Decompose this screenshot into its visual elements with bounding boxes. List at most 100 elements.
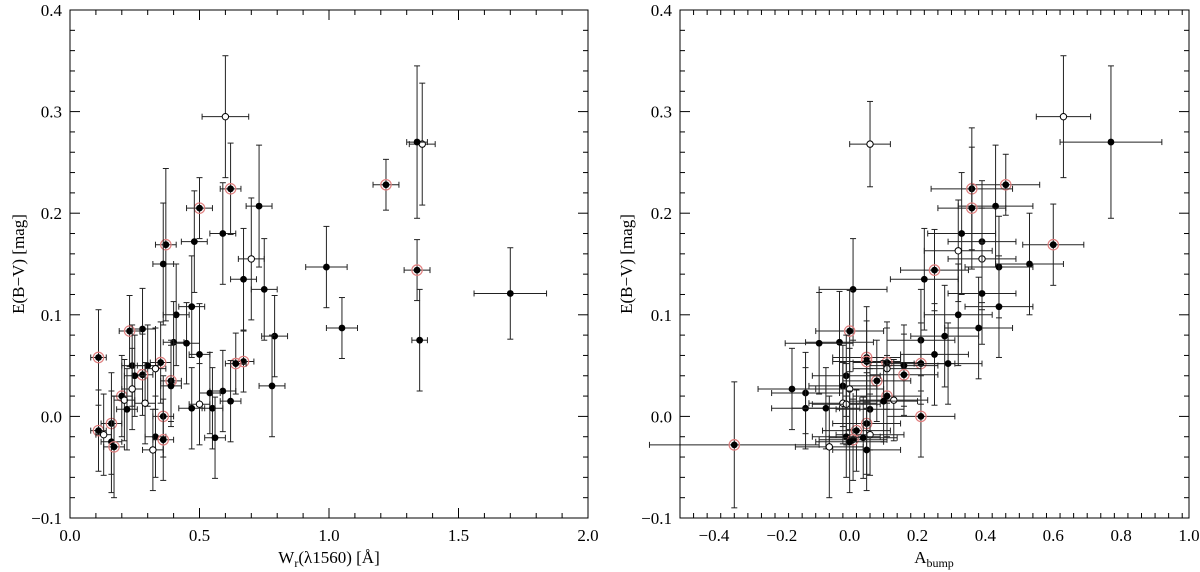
filled-marker [188, 404, 196, 412]
filled-marker [1002, 181, 1010, 189]
filled-marker [1107, 138, 1115, 146]
highlight-ring [728, 439, 741, 451]
data-point [757, 347, 827, 431]
right-y-axis-label: E(B−V) [mag] [617, 214, 636, 314]
open-marker [195, 400, 204, 408]
y-tick-label: 0.3 [41, 103, 62, 122]
data-point [473, 247, 548, 340]
filled-marker [900, 371, 908, 379]
y-tick-label: 0.4 [651, 1, 673, 20]
filled-marker [219, 387, 227, 395]
filled-marker [167, 382, 175, 390]
data-point [209, 349, 237, 433]
x-tick-label: 0.0 [839, 526, 860, 545]
filled-marker [873, 377, 881, 385]
open-marker [247, 255, 256, 263]
x-tick-label: 2.0 [577, 526, 598, 545]
filled-marker [846, 438, 854, 446]
filled-marker [206, 389, 214, 397]
data-point [325, 297, 358, 359]
data-point [209, 182, 237, 285]
filled-marker [931, 266, 938, 274]
data-point [152, 398, 175, 481]
filled-marker [788, 385, 796, 393]
left-scatter-panel: 0.0 0.5 1.0 1.5 2.0−0.10.00.10.20.30.4 Wr(λ1… [9, 1, 599, 570]
x-tick-label: −0.2 [766, 526, 797, 545]
data-point [818, 238, 888, 341]
highlight-ring [123, 325, 136, 337]
filled-marker [227, 397, 234, 405]
filled-marker [159, 260, 167, 268]
data-point [1022, 203, 1085, 286]
filled-marker [944, 360, 952, 367]
open-marker [1059, 112, 1068, 121]
data-point [927, 172, 997, 295]
x-tick-label: 0.6 [1043, 526, 1064, 545]
x-tick-label: 0.5 [189, 526, 210, 545]
data-point [258, 334, 286, 438]
data-point [201, 367, 224, 450]
highlight-ring [1047, 238, 1060, 251]
y-tick-label: −0.1 [641, 509, 672, 528]
highlight-ring [224, 183, 237, 195]
data-point [142, 408, 164, 492]
data-point [648, 381, 820, 509]
data-point [1059, 65, 1163, 219]
filled-marker [995, 303, 1003, 311]
data-point [937, 146, 1007, 270]
filled-marker [110, 443, 118, 451]
filled-marker [95, 354, 102, 361]
highlight-ring [999, 178, 1012, 191]
filled-marker [126, 327, 133, 335]
filled-marker [836, 338, 843, 346]
data-point [305, 225, 348, 309]
highlight-ring [157, 433, 170, 446]
y-tick-label: 0.4 [41, 1, 63, 20]
data-point [859, 359, 929, 442]
x-tick-label: 1.0 [1178, 526, 1199, 545]
filled-marker [144, 362, 152, 369]
left-axis-ticks [69, 9, 589, 519]
filled-marker [730, 441, 738, 449]
data-point [964, 255, 1034, 358]
data-point [849, 100, 891, 188]
data-point [121, 347, 144, 431]
data-point [849, 360, 919, 443]
open-marker [141, 399, 149, 407]
open-marker [151, 364, 160, 373]
y-tick-label: −0.1 [31, 509, 62, 528]
data-point [805, 290, 874, 394]
filled-marker [209, 404, 216, 412]
filled-marker [506, 290, 514, 297]
filled-marker [975, 324, 983, 332]
filled-marker [968, 204, 976, 212]
filled-marker [183, 339, 190, 347]
data-point [811, 395, 881, 478]
filled-marker [413, 138, 421, 146]
open-marker [890, 396, 898, 404]
data-point [186, 177, 213, 240]
data-point [261, 294, 289, 378]
filled-marker [95, 427, 102, 435]
filled-marker [815, 339, 823, 347]
data-point [832, 408, 902, 492]
filled-marker [338, 324, 346, 332]
data-point [408, 82, 436, 206]
highlight-ring [966, 202, 978, 214]
y-tick-label: 0.2 [651, 204, 672, 223]
filled-marker [157, 359, 165, 366]
data-point [219, 360, 242, 443]
highlight-ring [915, 410, 927, 423]
highlight-ring [380, 178, 392, 191]
data-point [944, 276, 1014, 380]
data-point [411, 288, 428, 392]
x-tick-label: 0.0 [59, 526, 80, 545]
data-point [791, 367, 861, 450]
data-point [224, 332, 247, 395]
data-point [406, 65, 428, 219]
filled-marker [917, 413, 925, 420]
filled-marker [188, 303, 196, 311]
data-point [237, 197, 265, 321]
data-point [162, 263, 190, 367]
